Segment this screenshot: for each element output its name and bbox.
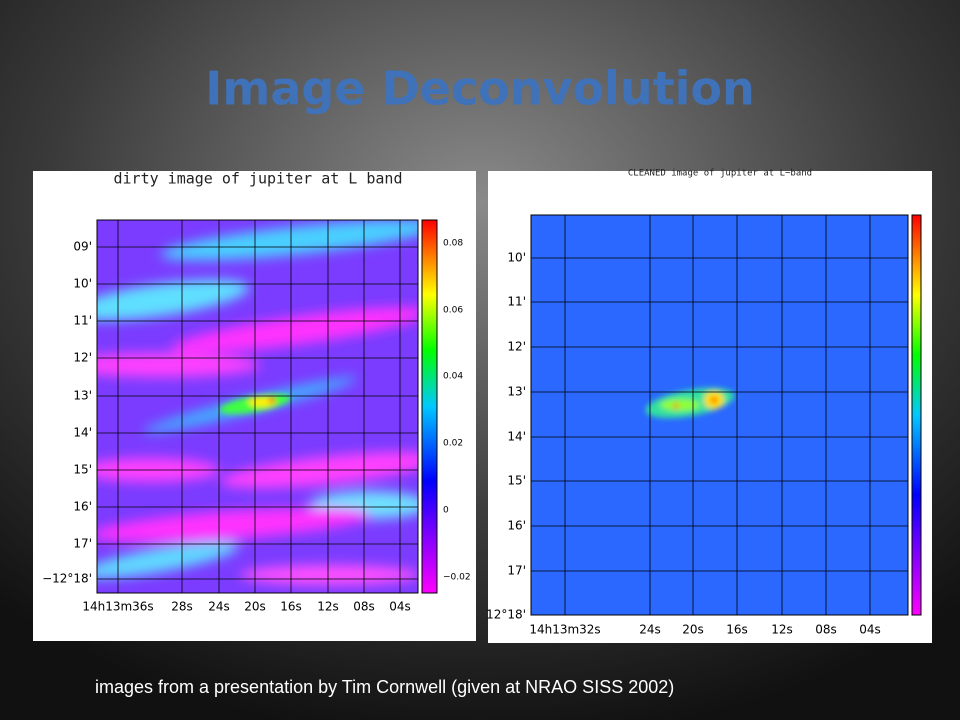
colorbar-label: −0.02 (443, 573, 471, 583)
x-tick-label: 20s (682, 623, 704, 637)
x-tick-label: 08s (353, 600, 375, 614)
y-tick-label: 11' (73, 314, 92, 328)
x-tick-label: 12s (771, 623, 793, 637)
colorbar-label: 0.04 (443, 372, 463, 382)
x-tick-label: 24s (208, 600, 230, 614)
x-tick-label: 16s (280, 600, 302, 614)
y-tick-label: 12°18' (486, 608, 526, 622)
colorbar-label: 0.06 (443, 306, 463, 316)
y-tick-label: 11' (507, 295, 526, 309)
colorbar (911, 214, 922, 616)
y-tick-label: 14' (73, 426, 92, 440)
y-tick-label: 12' (507, 340, 526, 354)
x-tick-label: 28s (171, 600, 193, 614)
colorbar (421, 219, 438, 594)
x-tick-label: 14h13m36s (82, 600, 153, 614)
x-tick-label: 20s (244, 600, 266, 614)
y-tick-label: 16' (507, 519, 526, 533)
colorbar-label: 0 (443, 506, 449, 516)
x-tick-label: 08s (815, 623, 837, 637)
y-tick-label: 14' (507, 430, 526, 444)
y-tick-label: 12' (73, 351, 92, 365)
dirty-image (97, 220, 418, 593)
x-tick-label: 12s (317, 600, 339, 614)
y-tick-label: 15' (73, 463, 92, 477)
x-tick-label: 24s (639, 623, 661, 637)
y-tick-label: 09' (73, 240, 92, 254)
y-tick-label: 16' (73, 500, 92, 514)
panel-title: CLEANED image of jupiter at L−band (628, 169, 812, 179)
x-tick-label: 04s (389, 600, 411, 614)
y-tick-label: 17' (507, 564, 526, 578)
slide-title: Image Deconvolution (205, 62, 754, 116)
y-tick-label: 13' (507, 385, 526, 399)
cleaned-image (531, 215, 908, 615)
colorbar-label: 0.08 (443, 239, 463, 249)
y-tick-label: 15' (507, 474, 526, 488)
y-tick-label: −12°18' (42, 572, 92, 586)
caption: images from a presentation by Tim Cornwe… (95, 677, 674, 697)
x-tick-label: 14h13m32s (529, 623, 600, 637)
y-tick-label: 10' (507, 251, 526, 265)
panel-title: dirty image of jupiter at L band (114, 170, 403, 188)
y-tick-label: 17' (73, 537, 92, 551)
x-tick-label: 16s (726, 623, 748, 637)
y-tick-label: 13' (73, 389, 92, 403)
plot-frame (96, 219, 419, 594)
colorbar-label: 0.02 (443, 439, 463, 449)
x-tick-label: 04s (859, 623, 881, 637)
y-tick-label: 10' (73, 277, 92, 291)
